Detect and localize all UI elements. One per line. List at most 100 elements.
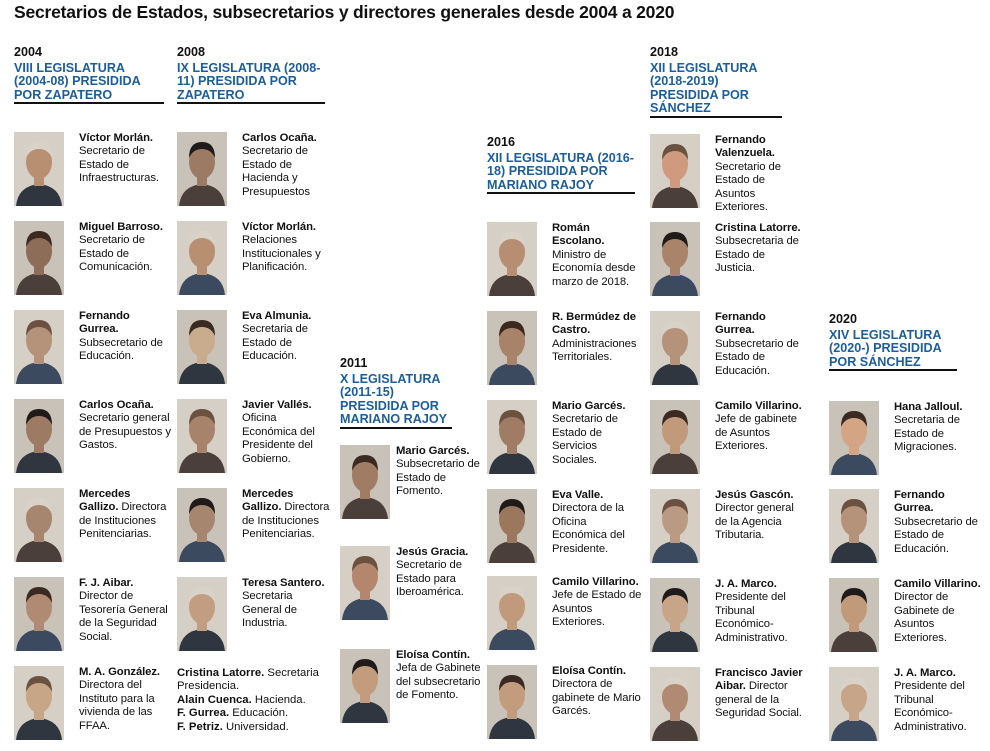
shoulders-shape [16, 451, 62, 473]
legislature-header: 2011 X LEGISLATURA (2011-15) PRESIDIDA P… [340, 356, 460, 429]
column-2011: 2011 X LEGISLATURA (2011-15) PRESIDIDA P… [340, 356, 460, 429]
portrait-photo [487, 576, 537, 650]
face-shape [189, 501, 215, 535]
person-role: Secretaria de Estado de Educación. [242, 323, 308, 363]
person-name: Carlos Ocaña. [242, 132, 317, 144]
hair-shape [26, 231, 52, 247]
person-name: Francisco Javier Aibar. [715, 667, 803, 693]
legislature-label: XII LEGISLATURA (2016-18) PRESIDIDA POR … [487, 151, 635, 194]
person-card: Mercedes Gallizo. Directora de Instituci… [14, 488, 174, 572]
face-shape [26, 323, 52, 357]
portrait-photo [487, 665, 537, 739]
portrait-photo [650, 667, 700, 741]
neck-shape [849, 620, 859, 632]
shoulders-shape [16, 540, 62, 562]
portrait-silhouette [829, 401, 879, 475]
portrait-silhouette [177, 577, 227, 651]
neck-shape [197, 530, 207, 542]
person-role: Directora de Instituciones Penitenciaria… [242, 501, 330, 541]
hair-shape [662, 144, 688, 160]
person-role: Secretario de Estado de Comunicación. [79, 234, 153, 274]
column-2016: 2016 XII LEGISLATURA (2016-18) PRESIDIDA… [487, 135, 647, 194]
face-shape [662, 235, 688, 269]
person-card: Víctor Morlán. Secretario de Estado de I… [14, 132, 174, 216]
person-card: Camilo Villarino. Jefe de Estado de Asun… [487, 576, 647, 660]
person-role: Directora de Instituciones Penitenciaria… [79, 501, 167, 541]
person-card: Javier Vallés. Oficina Económica del Pre… [177, 399, 337, 483]
neck-shape [360, 588, 370, 600]
extra-line: F. Petriz. Universidad. [177, 720, 289, 733]
neck-shape [507, 442, 517, 454]
hair-shape [352, 455, 378, 471]
shoulders-shape [16, 629, 62, 651]
face-shape [189, 145, 215, 179]
person-role: Administraciones Territoriales. [552, 337, 637, 364]
person-name: Mario Garcés. [552, 400, 626, 412]
hair-shape [499, 410, 525, 426]
person-role: Secretario general de Presupuestos y Gas… [79, 412, 171, 452]
person-name: Miguel Barroso. [79, 221, 163, 233]
portrait-silhouette [829, 489, 879, 563]
person-role: Secretario de Estado de Infraestructuras… [79, 145, 159, 185]
shoulders-shape [179, 629, 225, 651]
face-shape [26, 145, 52, 179]
face-shape [189, 590, 215, 624]
portrait-silhouette [829, 667, 879, 741]
hair-shape [662, 232, 688, 248]
legislature-label: XII LEGISLATURA (2018-2019) PRESIDIDA PO… [650, 61, 782, 118]
portrait-photo [650, 311, 700, 385]
face-shape [841, 414, 867, 448]
person-card: Cristina Latorre. Subsecretaria de Estad… [650, 222, 810, 306]
person-card: J. A. Marco. Presidente del Tribunal Eco… [650, 578, 810, 662]
neck-shape [360, 691, 370, 703]
legislature-label: VIII LEGISLATURA (2004-08) PRESIDIDA POR… [14, 61, 164, 104]
person-role: Relaciones Institucionales y Planificaci… [242, 234, 321, 274]
person-role: Secretario de Estado de Asuntos Exterior… [715, 160, 781, 214]
legislature-header: 2004 VIII LEGISLATURA (2004-08) PRESIDID… [14, 45, 174, 104]
portrait-silhouette [650, 489, 700, 563]
shoulders-shape [652, 541, 698, 563]
person-card: Eloísa Contín. Directora de gabinete de … [487, 665, 647, 749]
hair-shape [841, 499, 867, 515]
person-name: Hana Jalloul. [894, 401, 963, 413]
hair-shape [499, 499, 525, 515]
portrait-silhouette [340, 546, 390, 620]
neck-shape [507, 618, 517, 630]
shoulders-shape [16, 362, 62, 384]
hair-shape [189, 142, 215, 158]
neck-shape [507, 264, 517, 276]
person-role: Jefa de Gabinete del subsecretario de Fo… [396, 662, 481, 702]
person-card: Camilo Villarino. Jefe de gabinete de As… [650, 400, 810, 484]
person-role: Director de Gabinete de Asuntos Exterior… [894, 591, 955, 644]
shoulders-shape [179, 362, 225, 384]
page-title: Secretarios de Estados, subsecretarios y… [14, 2, 675, 22]
neck-shape [670, 531, 680, 543]
person-role: Jefe de gabinete de Asuntos Exteriores. [715, 413, 797, 453]
neck-shape [670, 176, 680, 188]
person-card: Eva Almunia. Secretaria de Estado de Edu… [177, 310, 337, 394]
person-role: Secretario de Estado de Hacienda y Presu… [242, 145, 310, 198]
hair-shape [26, 142, 52, 158]
person-name: Camilo Villarino. [894, 578, 981, 590]
shoulders-shape [652, 630, 698, 652]
shoulders-shape [179, 451, 225, 473]
face-shape [662, 680, 688, 714]
portrait-silhouette [14, 132, 64, 206]
person-name: Eva Almunia. [242, 310, 312, 322]
column-2020: 2020 XIV LEGISLATURA (2020-) PRESIDIDA P… [829, 312, 979, 371]
neck-shape [34, 263, 44, 275]
portrait-photo [650, 134, 700, 208]
neck-shape [670, 442, 680, 454]
person-card: Hana Jalloul. Secretaria de Estado de Mi… [829, 401, 989, 485]
neck-shape [670, 620, 680, 632]
portrait-silhouette [177, 221, 227, 295]
shoulders-shape [489, 628, 535, 650]
year-label: 2011 [340, 356, 368, 370]
person-name: Camilo Villarino. [715, 400, 802, 412]
person-card: Jesús Gracia. Secretario de Estado para … [340, 546, 500, 630]
shoulders-shape [16, 184, 62, 206]
neck-shape [197, 174, 207, 186]
portrait-silhouette [487, 665, 537, 739]
person-card: Fernando Gurrea. Subsecretario de Estado… [829, 489, 989, 573]
hair-shape [499, 321, 525, 337]
